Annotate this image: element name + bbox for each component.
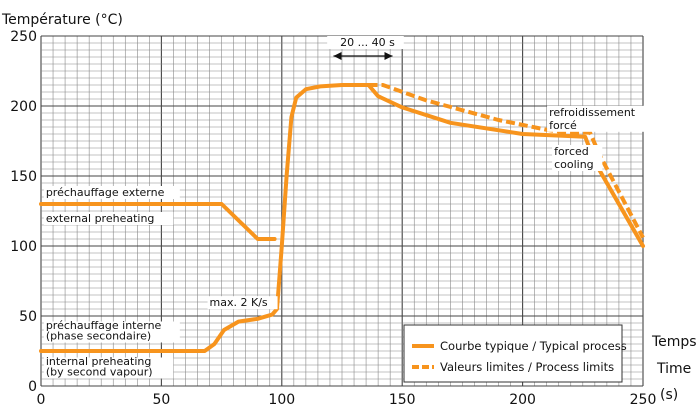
annotation-external-preheat-en-bg — [43, 212, 174, 225]
legend-label-typical: Courbe typique / Typical process — [440, 339, 627, 353]
annotation-internal-preheat-en: internal preheating — [46, 355, 152, 368]
annotation-internal-preheat-fr: (phase secondaire) — [46, 330, 151, 343]
y-tick-label: 250 — [10, 29, 37, 45]
annotation-forced-cooling-en: forced — [554, 145, 589, 158]
series-lines — [39, 83, 645, 353]
annotation-external-preheat-fr-bg — [43, 186, 180, 199]
annotation-forced-cooling-en-bg — [552, 145, 603, 171]
y-tick-label: 100 — [10, 239, 37, 255]
annotation-forced-cooling-fr: forcé — [549, 119, 577, 132]
x-tick-label: 150 — [389, 392, 416, 408]
x-tick-label: 50 — [152, 392, 170, 408]
duration-arrow-left-head — [333, 52, 342, 60]
series-line-typical — [39, 83, 645, 353]
annotation-internal-preheat-en-bg — [43, 357, 174, 379]
annotation-external-preheat-en: external preheating — [46, 212, 155, 225]
annotation-max-rate: max. 2 K/s — [210, 296, 268, 309]
annotation-forced-cooling-fr: refroidissement — [549, 106, 636, 119]
x-tick-label: 250 — [630, 392, 657, 408]
y-tick-label: 50 — [19, 309, 37, 325]
annotation-internal-preheat-en: (by second vapour) — [46, 366, 153, 379]
x-tick-label: 0 — [37, 392, 46, 408]
y-tick-label: 200 — [10, 99, 37, 115]
x-axis-label-fr: Temps — [651, 334, 696, 350]
y-axis-label: Température (°C) — [1, 12, 123, 28]
annotation-duration: 20 ... 40 s — [340, 36, 395, 49]
legend-label-limits: Valeurs limites / Process limits — [440, 360, 614, 374]
x-axis-label-en: Time — [656, 361, 691, 377]
duration-arrow-right-head — [384, 52, 393, 60]
y-tick-label: 0 — [28, 379, 37, 395]
annotation-external-preheat-fr: préchauffage externe — [46, 186, 165, 199]
annotation-internal-preheat-fr-bg — [43, 321, 180, 343]
x-tick-label: 200 — [509, 392, 536, 408]
annotation-forced-cooling-fr-bg — [547, 105, 651, 132]
legend-box — [403, 324, 623, 383]
annotations: préchauffage externe external preheating p… — [43, 36, 651, 379]
annotation-max-rate-bg — [207, 296, 278, 310]
series-line-limits — [368, 83, 645, 239]
annotation-internal-preheat-fr: préchauffage interne — [46, 319, 162, 332]
series-line-external-preheat — [39, 202, 277, 241]
x-tick-label: 100 — [268, 392, 295, 408]
y-tick-label: 150 — [10, 169, 37, 185]
tick-labels: 0 50 100 150 200 250 0 50 100 150 200 250 — [10, 29, 656, 408]
annotation-forced-cooling-en: cooling — [554, 158, 594, 171]
x-axis-unit: (s) — [660, 387, 678, 403]
annotation-duration-bg — [327, 36, 404, 49]
